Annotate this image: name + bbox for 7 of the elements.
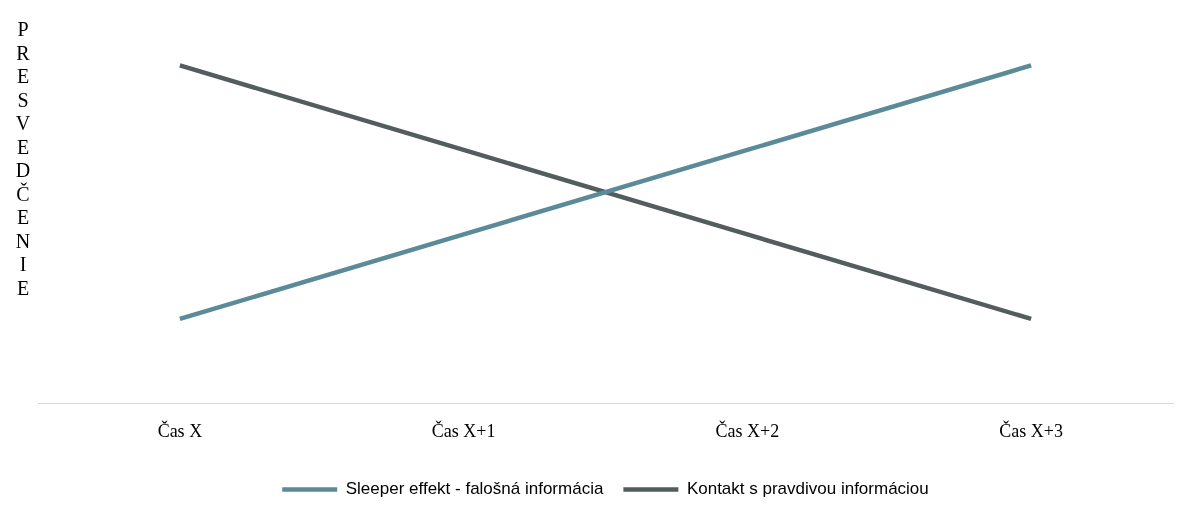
legend-label: Kontakt s pravdivou informáciou xyxy=(686,479,929,499)
text: PRESVEDČENIE xyxy=(15,18,31,299)
x-tick-label: Čas X+3 xyxy=(999,419,1063,441)
legend-label: Sleeper effekt - falošná informácia xyxy=(345,479,604,499)
x-tick-label: Čas X+2 xyxy=(715,419,780,441)
x-tick-label: Čas X+1 xyxy=(431,419,496,441)
x-tick-label: Čas X xyxy=(157,419,203,441)
